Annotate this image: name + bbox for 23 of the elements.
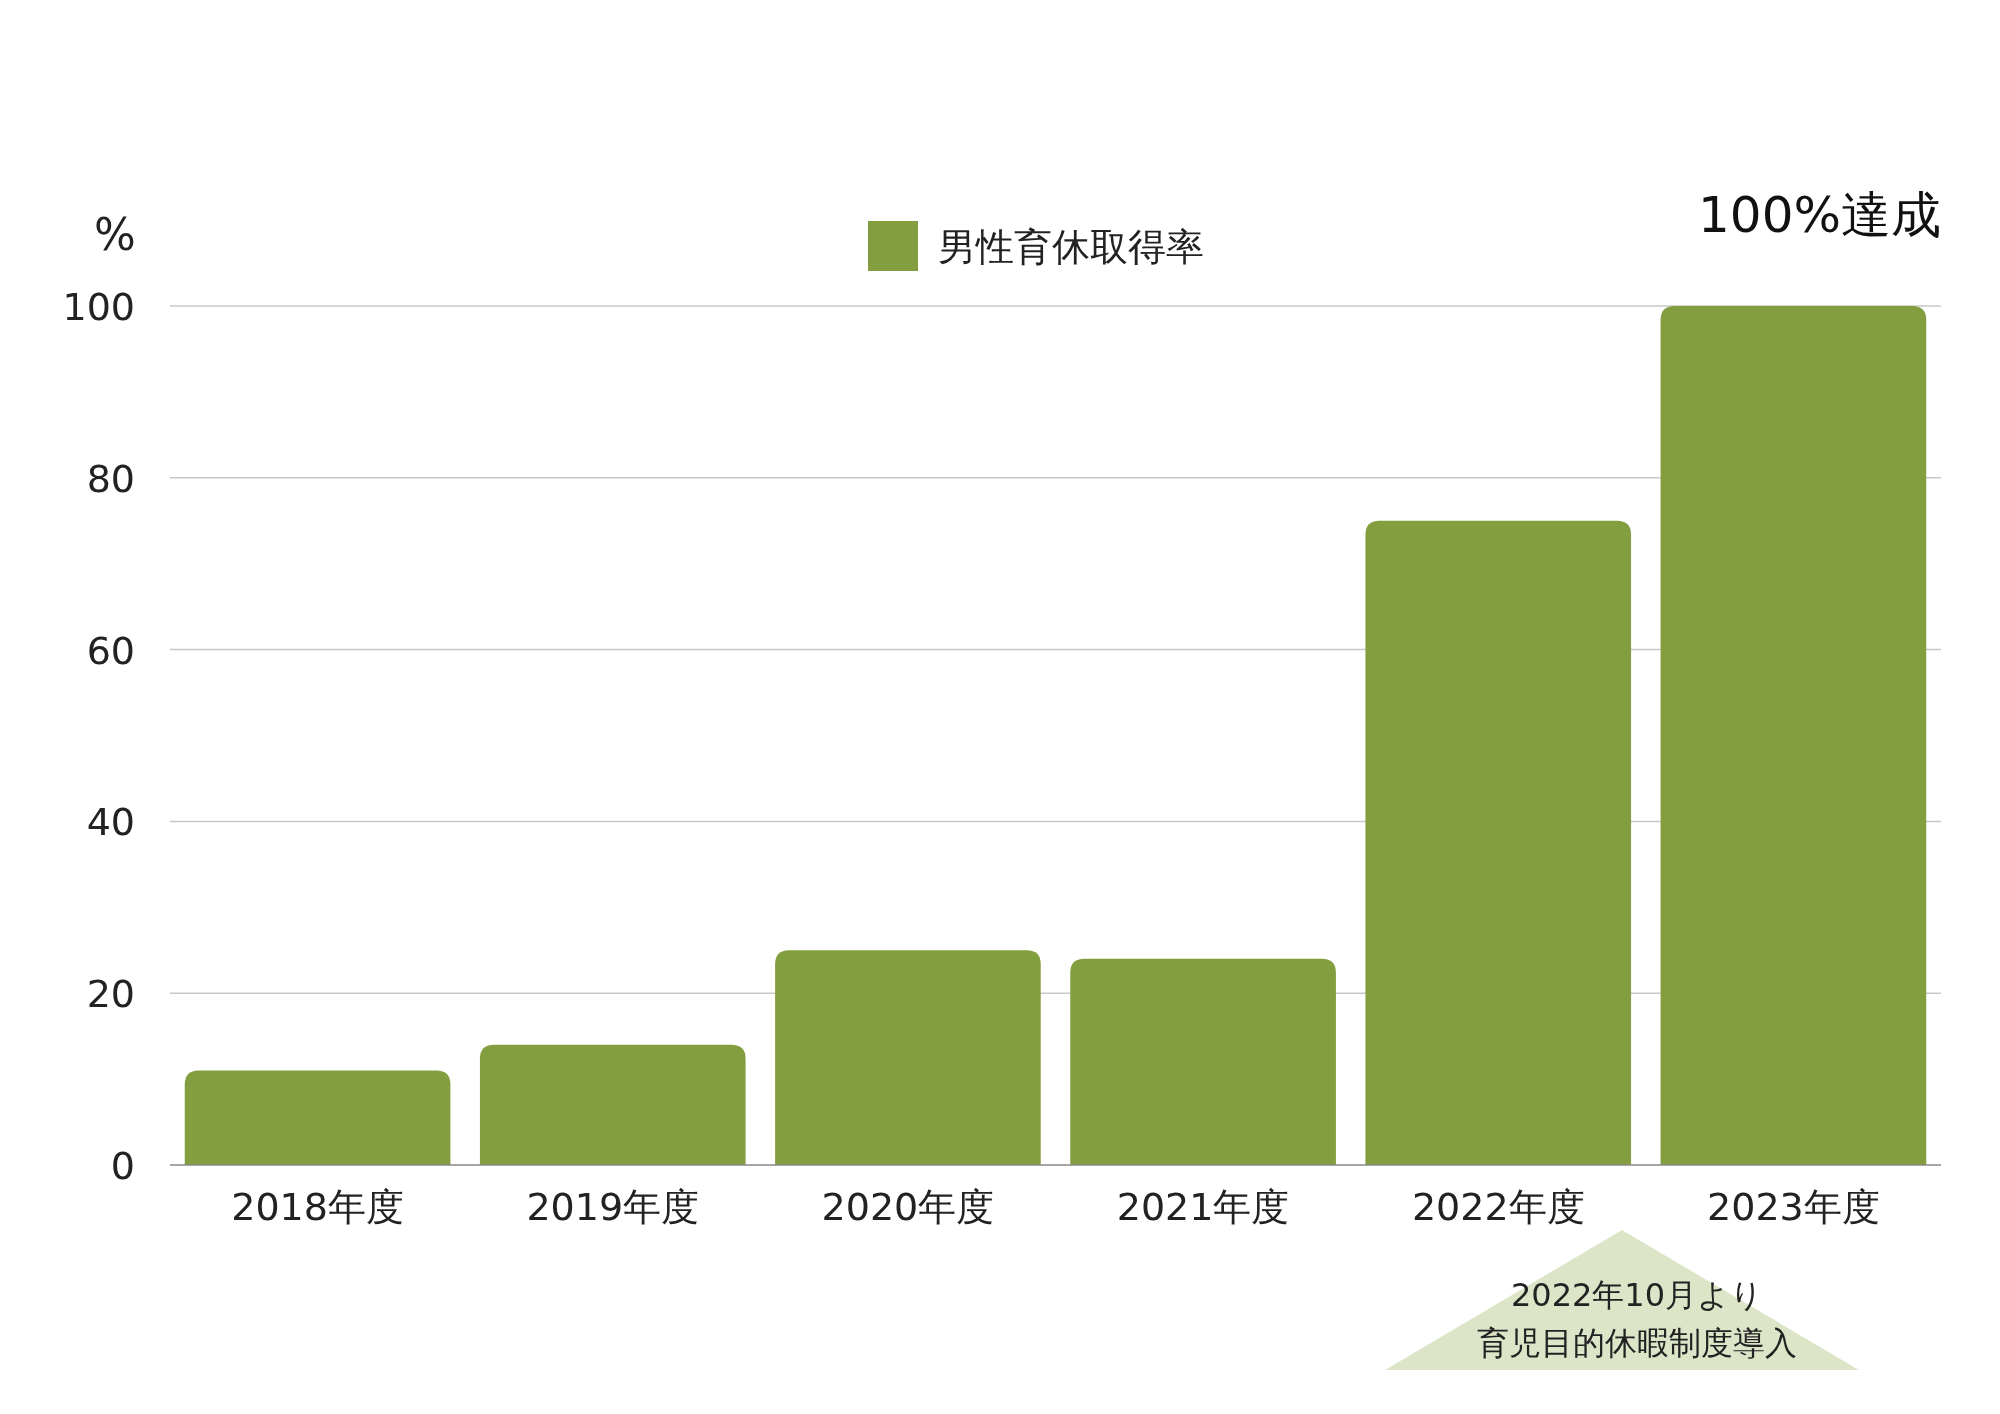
y-tick-label: 80 <box>86 456 135 501</box>
bar <box>775 950 1041 1165</box>
x-tick-label: 2021年度 <box>1116 1185 1290 1229</box>
text: 育児目的休暇制度導入 <box>1477 1324 1797 1362</box>
x-tick-label: 2018年度 <box>231 1185 404 1229</box>
bar <box>1365 520 1632 1165</box>
y-tick-label: 60 <box>86 628 135 673</box>
x-tick-label: 2023年度 <box>1707 1185 1880 1229</box>
x-tick-label: 2020年度 <box>821 1185 995 1229</box>
x-tick-label: 2019年度 <box>526 1185 700 1229</box>
y-tick-label: 40 <box>86 800 135 845</box>
text: 100%達成 <box>1698 186 1941 244</box>
y-tick-label: 20 <box>86 972 135 1017</box>
legend-label: 男性育休取得率 <box>938 225 1204 269</box>
bar <box>1660 306 1927 1165</box>
x-tick-label: 2022年度 <box>1411 1185 1585 1229</box>
bar <box>479 1044 746 1165</box>
bar <box>1070 958 1336 1165</box>
y-axis-title: % <box>94 209 136 260</box>
y-tick-label: 100 <box>62 285 135 329</box>
bar <box>184 1070 451 1165</box>
text: 2022年10月より <box>1510 1276 1764 1314</box>
y-tick-label: 0 <box>110 1144 135 1188</box>
